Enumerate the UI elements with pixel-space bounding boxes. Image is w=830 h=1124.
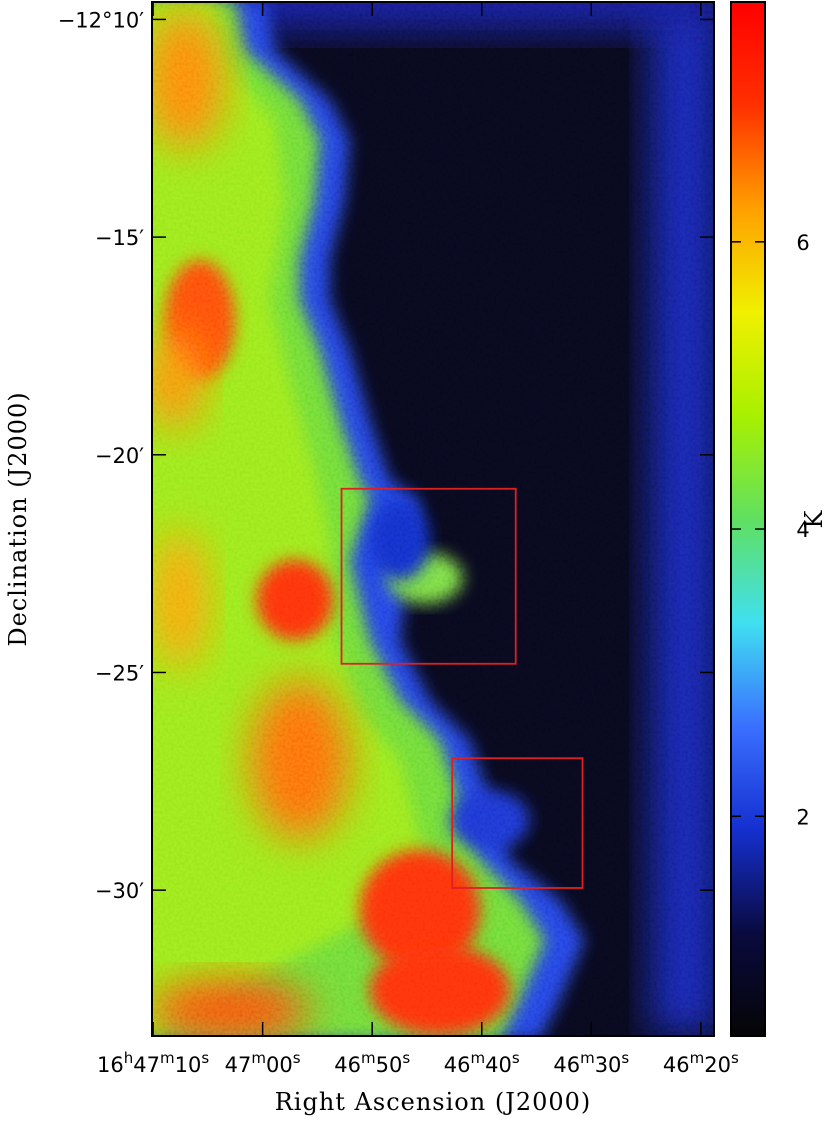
y-tick-label: −12°10′ <box>58 8 145 32</box>
y-tick-label: −30′ <box>95 879 144 903</box>
sky-map <box>152 2 714 1036</box>
colorbar <box>730 1 766 1037</box>
x-tick-label: 46m50s <box>334 1049 410 1077</box>
region-box <box>340 487 517 665</box>
x-tick-label: 46m30s <box>553 1049 629 1077</box>
x-tick-label: 47m00s <box>225 1049 301 1077</box>
colorbar-tick-label: 2 <box>796 805 809 829</box>
x-tick-label: 46m40s <box>444 1049 520 1077</box>
colorbar-tick-label: 6 <box>796 231 809 255</box>
y-tick-label: −20′ <box>95 444 144 468</box>
y-axis-title: Declination (J2000) <box>4 391 32 646</box>
x-tick-label: 46m20s <box>663 1049 739 1077</box>
colorbar-title: K <box>800 509 828 528</box>
x-axis-title: Right Ascension (J2000) <box>275 1088 592 1116</box>
x-tick-label: 16h47m10s <box>97 1049 209 1077</box>
y-tick-label: −15′ <box>95 226 144 250</box>
colorbar-tick-label: 4 <box>796 518 809 542</box>
y-tick-label: −25′ <box>95 661 144 685</box>
plot-frame <box>151 1 715 1037</box>
region-box <box>451 757 584 889</box>
